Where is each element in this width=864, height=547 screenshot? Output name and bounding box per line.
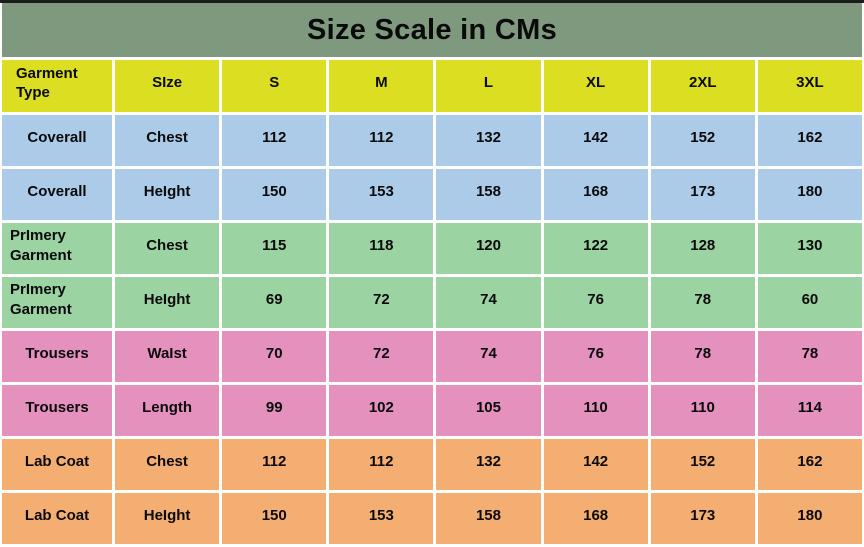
value-cell: 112	[222, 439, 327, 490]
value-cell: 112	[329, 115, 434, 166]
value-cell: 120	[436, 223, 541, 274]
value-cell: 180	[757, 169, 862, 220]
header-cell: XL	[543, 60, 648, 112]
top-border-line	[0, 0, 864, 3]
value-cell: 118	[329, 223, 434, 274]
measure-cell: WaIst	[115, 331, 220, 382]
value-cell: 142	[543, 115, 648, 166]
value-cell: 99	[222, 385, 327, 436]
value-cell: 78	[650, 331, 755, 382]
value-cell: 105	[436, 385, 541, 436]
value-cell: 70	[222, 331, 327, 382]
value-cell: 78	[757, 331, 862, 382]
value-cell: 114	[757, 385, 862, 436]
value-cell: 112	[222, 115, 327, 166]
value-cell: 74	[436, 277, 541, 328]
value-cell: 158	[436, 169, 541, 220]
size-table: Garment Type SIze S M L XL 2XL 3XL Coverall Chest…	[0, 57, 864, 547]
garment-cell: Lab Coat	[2, 439, 112, 490]
measure-cell: Length	[115, 385, 220, 436]
value-cell: 110	[543, 385, 648, 436]
measure-cell: Chest	[115, 439, 220, 490]
value-cell: 152	[650, 439, 755, 490]
value-cell: 152	[650, 115, 755, 166]
value-cell: 74	[436, 331, 541, 382]
value-cell: 78	[650, 277, 755, 328]
measure-cell: HeIght	[115, 277, 220, 328]
value-cell: 128	[650, 223, 755, 274]
garment-cell: Trousers	[2, 385, 112, 436]
measure-cell: HeIght	[115, 493, 220, 544]
garment-cell: PrImery Garment	[2, 277, 112, 328]
value-cell: 102	[329, 385, 434, 436]
value-cell: 153	[329, 169, 434, 220]
garment-cell: Lab Coat	[2, 493, 112, 544]
value-cell: 69	[222, 277, 327, 328]
value-cell: 150	[222, 493, 327, 544]
garment-cell: Coverall	[2, 115, 112, 166]
garment-cell: PrImery Garment	[2, 223, 112, 274]
value-cell: 158	[436, 493, 541, 544]
value-cell: 60	[757, 277, 862, 328]
value-cell: 153	[329, 493, 434, 544]
value-cell: 142	[543, 439, 648, 490]
garment-cell: Coverall	[2, 169, 112, 220]
value-cell: 115	[222, 223, 327, 274]
header-cell: S	[222, 60, 327, 112]
value-cell: 110	[650, 385, 755, 436]
header-cell: SIze	[115, 60, 220, 112]
value-cell: 132	[436, 439, 541, 490]
value-cell: 173	[650, 493, 755, 544]
value-cell: 180	[757, 493, 862, 544]
header-cell: 2XL	[650, 60, 755, 112]
header-cell: M	[329, 60, 434, 112]
value-cell: 168	[543, 169, 648, 220]
header-cell: Garment Type	[2, 60, 112, 112]
value-cell: 72	[329, 277, 434, 328]
value-cell: 168	[543, 493, 648, 544]
value-cell: 76	[543, 331, 648, 382]
measure-cell: Chest	[115, 223, 220, 274]
header-cell: L	[436, 60, 541, 112]
value-cell: 76	[543, 277, 648, 328]
value-cell: 72	[329, 331, 434, 382]
measure-cell: HeIght	[115, 169, 220, 220]
value-cell: 122	[543, 223, 648, 274]
value-cell: 150	[222, 169, 327, 220]
value-cell: 173	[650, 169, 755, 220]
value-cell: 112	[329, 439, 434, 490]
value-cell: 162	[757, 439, 862, 490]
header-cell: 3XL	[757, 60, 862, 112]
measure-cell: Chest	[115, 115, 220, 166]
value-cell: 132	[436, 115, 541, 166]
value-cell: 130	[757, 223, 862, 274]
value-cell: 162	[757, 115, 862, 166]
garment-cell: Trousers	[2, 331, 112, 382]
page-title: Size Scale in CMs	[2, 3, 862, 57]
